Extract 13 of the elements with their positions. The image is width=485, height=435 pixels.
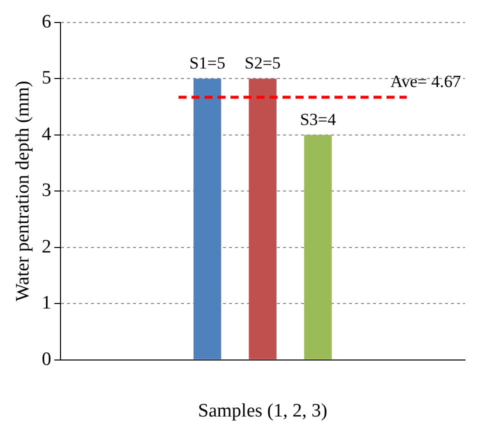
y-tick-label: 5 (42, 68, 52, 89)
y-tick-label: 2 (42, 236, 52, 258)
y-tick-label: 0 (42, 348, 52, 370)
x-axis-title: Samples (1, 2, 3) (198, 400, 328, 422)
y-tick-label: 1 (42, 292, 52, 314)
y-tick-label: 3 (42, 180, 52, 202)
y-axis-title: Water pentration depth (mm) (12, 80, 34, 302)
data-label: S3=4 (300, 110, 336, 129)
data-label: S2=5 (244, 54, 281, 73)
data-label: S1=5 (189, 54, 226, 73)
y-tick-label: 4 (42, 124, 52, 145)
y-tick-label: 6 (42, 11, 52, 32)
ref-line-label: Ave= 4.67 (390, 72, 462, 92)
